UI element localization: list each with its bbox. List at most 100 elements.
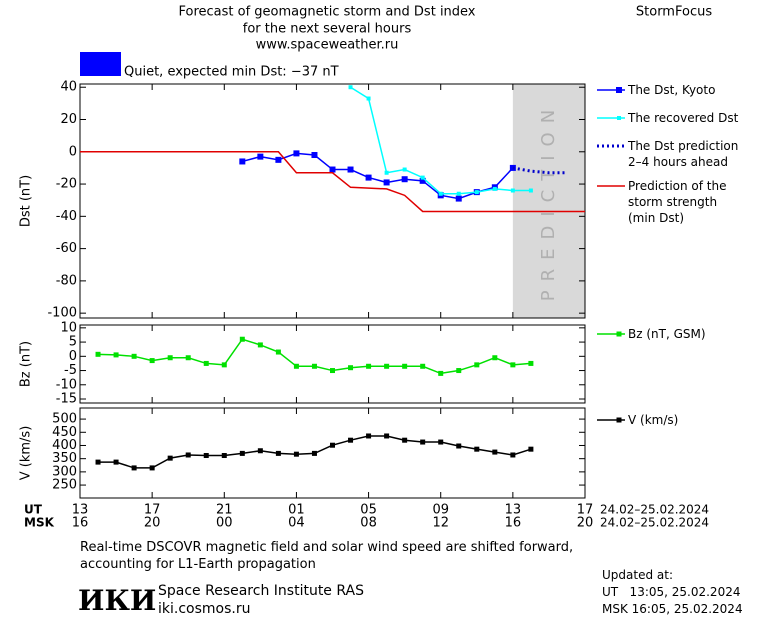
y-tick-label: -5 — [64, 363, 77, 378]
x-tick-label-ut: 13 — [72, 503, 89, 518]
data-point — [293, 150, 300, 157]
data-point — [149, 358, 155, 364]
data-point — [95, 351, 101, 357]
x-tick-label-ut: 05 — [360, 503, 377, 518]
data-point — [131, 465, 137, 471]
data-point — [438, 191, 443, 196]
data-point — [203, 360, 209, 366]
data-point — [366, 363, 372, 369]
data-point — [510, 362, 516, 368]
data-point — [257, 448, 263, 454]
data-point — [528, 446, 534, 452]
y-tick-label: 0 — [69, 349, 77, 364]
brand: StormFocus — [636, 5, 712, 20]
data-point — [402, 363, 408, 369]
x-tick-label-ut: 17 — [577, 503, 594, 518]
status: Quiet, expected min Dst: −37 nT — [124, 65, 339, 80]
data-point — [131, 353, 137, 359]
plot-frame — [79, 83, 586, 319]
data-point — [492, 355, 498, 361]
url: iki.cosmos.ru — [158, 601, 251, 617]
data-point — [239, 336, 245, 342]
legend-marker — [616, 87, 622, 93]
data-point — [366, 96, 371, 101]
data-point — [330, 442, 335, 448]
y-tick-label: 350 — [52, 451, 77, 466]
x-tick-label-ut: 09 — [432, 503, 449, 518]
data-point — [239, 450, 245, 456]
updated-ut: UT 13:05, 25.02.2024 — [602, 585, 741, 599]
data-point — [492, 186, 497, 191]
y-tick-label: 450 — [52, 425, 77, 440]
updated-label: Updated at: — [602, 568, 673, 582]
data-point — [510, 188, 515, 193]
legend-marker — [616, 331, 622, 337]
data-point — [474, 190, 479, 195]
data-point — [221, 362, 227, 368]
y-axis-label: Dst (nT) — [19, 175, 34, 227]
data-point — [275, 349, 281, 355]
title-line: www.spaceweather.ru — [256, 38, 399, 53]
y-tick-label: -80 — [56, 273, 77, 288]
y-tick-label: 40 — [60, 80, 77, 95]
title-line: for the next several hours — [243, 22, 412, 37]
data-point — [275, 450, 281, 456]
title-line: Forecast of geomagnetic storm and Dst in… — [178, 5, 475, 20]
y-tick-label: 250 — [52, 478, 77, 493]
y-axis-label: Bz (nT) — [19, 341, 34, 387]
x-tick-label-ut: 17 — [144, 503, 161, 518]
org: Space Research Institute RAS — [158, 583, 364, 599]
x-tick-label-ut: 21 — [216, 503, 233, 518]
series-line — [80, 151, 585, 213]
x-tick-label-msk: 20 — [577, 516, 594, 531]
data-point — [203, 453, 209, 459]
data-point — [239, 158, 246, 165]
y-tick-label: -10 — [56, 377, 77, 392]
plot-frame — [79, 324, 586, 404]
plot-frame — [79, 407, 586, 499]
data-point — [311, 363, 317, 369]
series-line — [512, 166, 567, 175]
data-point — [347, 166, 354, 173]
date-range: 24.02–25.02.2024 — [600, 503, 709, 517]
updated-msk: MSK 16:05, 25.02.2024 — [602, 602, 743, 616]
data-point — [420, 175, 425, 180]
data-point — [311, 450, 317, 456]
series-line — [242, 152, 514, 200]
legend-entry: The recovered Dst — [628, 111, 739, 125]
legend-entry: V (km/s) — [628, 413, 679, 427]
data-point — [438, 439, 444, 445]
data-point — [456, 191, 461, 196]
data-point — [420, 363, 426, 369]
data-point — [456, 368, 462, 374]
data-point — [438, 370, 444, 376]
data-point — [348, 365, 354, 371]
y-tick-label: -40 — [56, 209, 77, 224]
legend-entry: Bz (nT, GSM) — [628, 327, 706, 341]
data-point — [149, 465, 155, 471]
legend-marker — [617, 116, 621, 120]
x-tick-label-msk: 08 — [360, 516, 377, 531]
y-tick-label: -60 — [56, 241, 77, 256]
data-point — [185, 355, 191, 361]
data-point — [528, 188, 533, 193]
y-tick-label: 300 — [52, 464, 77, 479]
y-tick-label: 400 — [52, 438, 77, 453]
x-tick-label-msk: 12 — [432, 516, 449, 531]
y-tick-label: 10 — [60, 320, 77, 335]
data-point — [366, 433, 372, 439]
y-tick-label: 20 — [60, 112, 77, 127]
data-point — [474, 362, 480, 368]
data-point — [95, 459, 101, 465]
data-point — [185, 452, 191, 458]
data-point — [456, 443, 462, 449]
x-tick-label-msk: 20 — [144, 516, 161, 531]
data-point — [419, 177, 426, 184]
y-tick-label: -20 — [56, 177, 77, 192]
data-point — [420, 439, 426, 445]
data-point — [348, 437, 354, 443]
data-point — [330, 368, 335, 374]
data-point — [455, 195, 462, 202]
data-point — [384, 363, 390, 369]
legend-marker — [616, 417, 622, 423]
